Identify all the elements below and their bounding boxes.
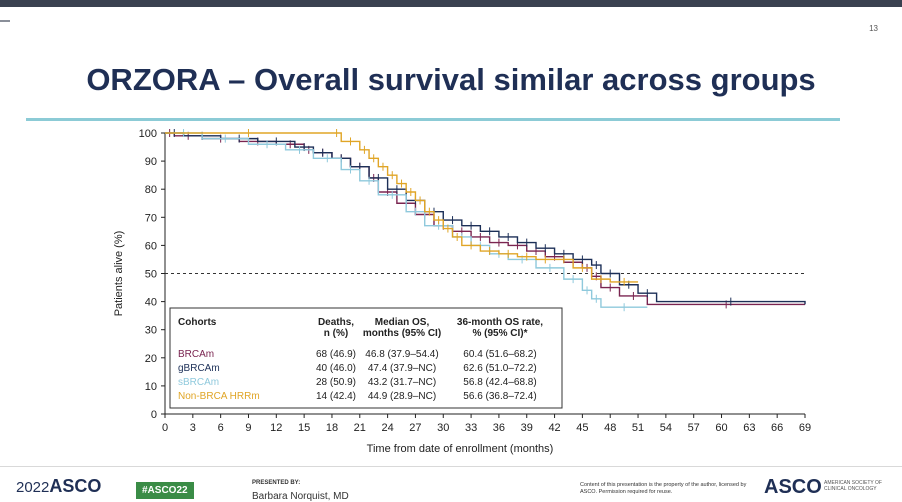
x-tick-label: 39 <box>521 422 533 434</box>
table-cell: 60.4 (51.6–68.2) <box>463 349 536 360</box>
table-header-cell: % (95% CI)* <box>472 328 527 339</box>
y-tick-label: 80 <box>145 184 157 196</box>
meeting-name: ASCO <box>49 476 102 496</box>
meeting-year: 2022 <box>16 479 50 496</box>
x-tick-label: 57 <box>688 422 700 434</box>
table-header-cell: Median OS, <box>375 317 430 328</box>
x-tick-label: 33 <box>465 422 477 434</box>
y-axis-label: Patients alive (%) <box>113 231 125 317</box>
table-header-cell: Cohorts <box>178 317 217 328</box>
x-tick-label: 42 <box>548 422 560 434</box>
km-curve <box>165 132 806 305</box>
y-tick-label: 90 <box>145 156 157 168</box>
table-cell: 14 (42.4) <box>316 391 356 402</box>
x-tick-label: 24 <box>381 422 393 434</box>
x-axis-label: Time from date of enrollment (months) <box>367 443 554 455</box>
asco-logo: ASCO <box>764 476 822 498</box>
x-tick-label: 66 <box>771 422 783 434</box>
y-tick-label: 40 <box>145 297 157 309</box>
y-tick-label: 60 <box>145 240 157 252</box>
table-cell: 46.8 (37.9–54.4) <box>365 349 438 360</box>
left-accent <box>0 20 10 22</box>
presenter-name: Barbara Norquist, MD <box>252 491 349 502</box>
y-tick-label: 0 <box>151 409 157 421</box>
cohort-label: gBRCAm <box>178 363 220 374</box>
table-cell: 62.6 (51.0–72.2) <box>463 363 536 374</box>
table-header-cell: months (95% CI) <box>363 328 441 339</box>
x-tick-label: 12 <box>270 422 282 434</box>
y-tick-label: 50 <box>145 269 157 281</box>
table-cell: 28 (50.9) <box>316 377 356 388</box>
slide-title: ORZORA – Overall survival similar across… <box>86 62 816 97</box>
x-tick-label: 30 <box>437 422 449 434</box>
x-tick-label: 60 <box>715 422 727 434</box>
table-cell: 43.2 (31.7–NC) <box>368 377 436 388</box>
table-cell: 68 (46.9) <box>316 349 356 360</box>
copyright-note: Content of this presentation is the prop… <box>580 482 747 495</box>
x-tick-label: 45 <box>576 422 588 434</box>
table-cell: 56.8 (42.4–68.8) <box>463 377 536 388</box>
title-rule <box>26 118 840 121</box>
km-curve <box>165 132 648 308</box>
x-tick-label: 6 <box>218 422 224 434</box>
x-tick-label: 69 <box>799 422 811 434</box>
km-curve <box>165 132 639 283</box>
km-curve <box>165 132 805 306</box>
table-cell: 56.6 (36.8–72.4) <box>463 391 536 402</box>
x-tick-label: 9 <box>245 422 251 434</box>
y-tick-label: 10 <box>145 381 157 393</box>
cohort-label: sBRCAm <box>178 377 219 388</box>
y-tick-label: 70 <box>145 212 157 224</box>
y-tick-label: 30 <box>145 325 157 337</box>
x-tick-label: 0 <box>162 422 168 434</box>
hashtag-badge: #ASCO22 <box>136 482 194 499</box>
top-bar <box>0 0 902 7</box>
x-tick-label: 36 <box>493 422 505 434</box>
cohort-label: Non-BRCA HRRm <box>178 391 260 402</box>
asco-subtitle: AMERICAN SOCIETY OF CLINICAL ONCOLOGY <box>824 480 882 492</box>
table-cell: 40 (46.0) <box>316 363 356 374</box>
y-tick-label: 100 <box>139 128 157 140</box>
x-tick-label: 18 <box>326 422 338 434</box>
slide-number: 13 <box>869 24 878 33</box>
summary-table <box>169 307 563 409</box>
x-tick-label: 54 <box>660 422 672 434</box>
table-cell: 47.4 (37.9–NC) <box>368 363 436 374</box>
meeting-logo: 2022ASCO <box>16 476 101 497</box>
x-tick-label: 3 <box>190 422 196 434</box>
table-header-cell: Deaths, <box>318 317 354 328</box>
table-cell: 44.9 (28.9–NC) <box>368 391 436 402</box>
cohort-label: BRCAm <box>178 349 214 360</box>
x-tick-label: 15 <box>298 422 310 434</box>
y-tick-label: 20 <box>145 353 157 365</box>
presented-by-label: PRESENTED BY: <box>252 480 301 486</box>
x-tick-label: 21 <box>354 422 366 434</box>
x-tick-label: 63 <box>743 422 755 434</box>
table-header-cell: n (%) <box>324 328 348 339</box>
x-tick-label: 27 <box>409 422 421 434</box>
x-tick-label: 48 <box>604 422 616 434</box>
table-header-cell: 36-month OS rate, <box>457 317 543 328</box>
footer-divider <box>0 466 902 467</box>
x-tick-label: 51 <box>632 422 644 434</box>
